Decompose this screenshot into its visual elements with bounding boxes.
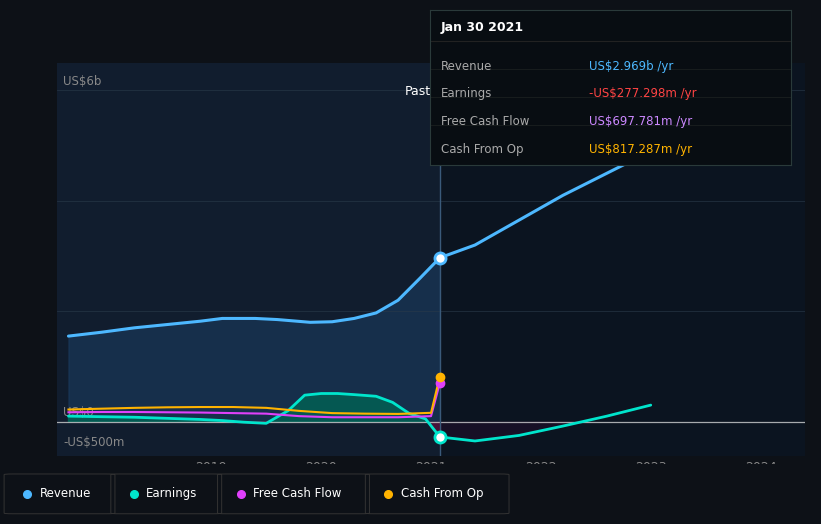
Text: Jan 30 2021: Jan 30 2021 (441, 21, 524, 34)
Bar (440, 63, 805, 456)
Text: US$6b: US$6b (63, 75, 101, 88)
Text: Free Cash Flow: Free Cash Flow (253, 487, 342, 500)
Text: Free Cash Flow: Free Cash Flow (441, 115, 530, 128)
Text: Analysts Forecasts: Analysts Forecasts (451, 85, 567, 98)
Text: -US$277.298m /yr: -US$277.298m /yr (589, 88, 697, 101)
Text: Revenue: Revenue (39, 487, 91, 500)
Text: Earnings: Earnings (146, 487, 198, 500)
Text: Revenue: Revenue (441, 60, 493, 73)
Text: US$697.781m /yr: US$697.781m /yr (589, 115, 692, 128)
Text: US$817.287m /yr: US$817.287m /yr (589, 143, 692, 156)
Text: Cash From Op: Cash From Op (441, 143, 524, 156)
Text: US$0: US$0 (63, 406, 94, 419)
Text: US$2.969b /yr: US$2.969b /yr (589, 60, 673, 73)
Text: -US$500m: -US$500m (63, 435, 124, 449)
Text: Earnings: Earnings (441, 88, 493, 101)
Bar (57, 63, 440, 456)
Text: Cash From Op: Cash From Op (401, 487, 483, 500)
Text: Past: Past (405, 85, 431, 98)
